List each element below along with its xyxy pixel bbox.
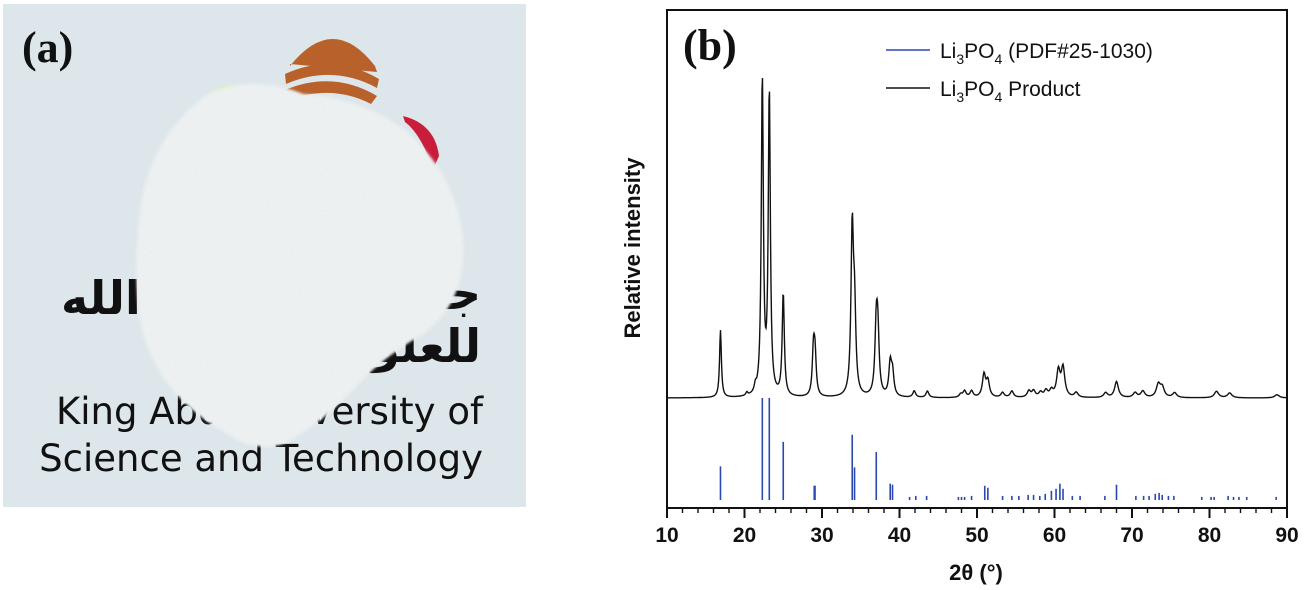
panel-b-label: (b) bbox=[683, 21, 737, 70]
x-tick-label: 80 bbox=[1198, 524, 1221, 547]
legend: Li3PO4 (PDF#25-1030) Li3PO4 Product bbox=[886, 40, 1153, 105]
x-tick-label: 30 bbox=[810, 524, 833, 547]
x-tick-label: 40 bbox=[888, 524, 911, 547]
x-tick-label: 60 bbox=[1043, 524, 1066, 547]
x-tick-label: 90 bbox=[1275, 524, 1298, 547]
logo-orange-arcs bbox=[285, 39, 379, 104]
x-tick-label: 70 bbox=[1120, 524, 1143, 547]
logo-red-arc bbox=[403, 116, 439, 169]
x-axis-title: 2θ (°) bbox=[949, 560, 1003, 585]
panel-a-label: (a) bbox=[22, 23, 74, 72]
photo-drawing: الله جا للعلو King Abd iversity of Scien… bbox=[3, 4, 526, 507]
x-tick-label: 10 bbox=[655, 524, 678, 547]
powder-pile bbox=[136, 84, 464, 447]
series-product-line bbox=[668, 77, 1287, 399]
legend-product-label: Li3PO4 Product bbox=[940, 78, 1081, 105]
reference-sticks bbox=[719, 398, 1277, 500]
powder-photo: الله جا للعلو King Abd iversity of Scien… bbox=[3, 4, 526, 507]
x-tick-label: 20 bbox=[733, 524, 756, 547]
arabic-text-left: الله bbox=[61, 271, 141, 325]
legend-reference-label: Li3PO4 (PDF#25-1030) bbox=[940, 40, 1153, 67]
y-axis-title: Relative intensity bbox=[620, 157, 645, 339]
x-axis: 10 20 30 40 50 60 70 80 90 bbox=[655, 508, 1299, 547]
x-tick-label: 50 bbox=[965, 524, 988, 547]
